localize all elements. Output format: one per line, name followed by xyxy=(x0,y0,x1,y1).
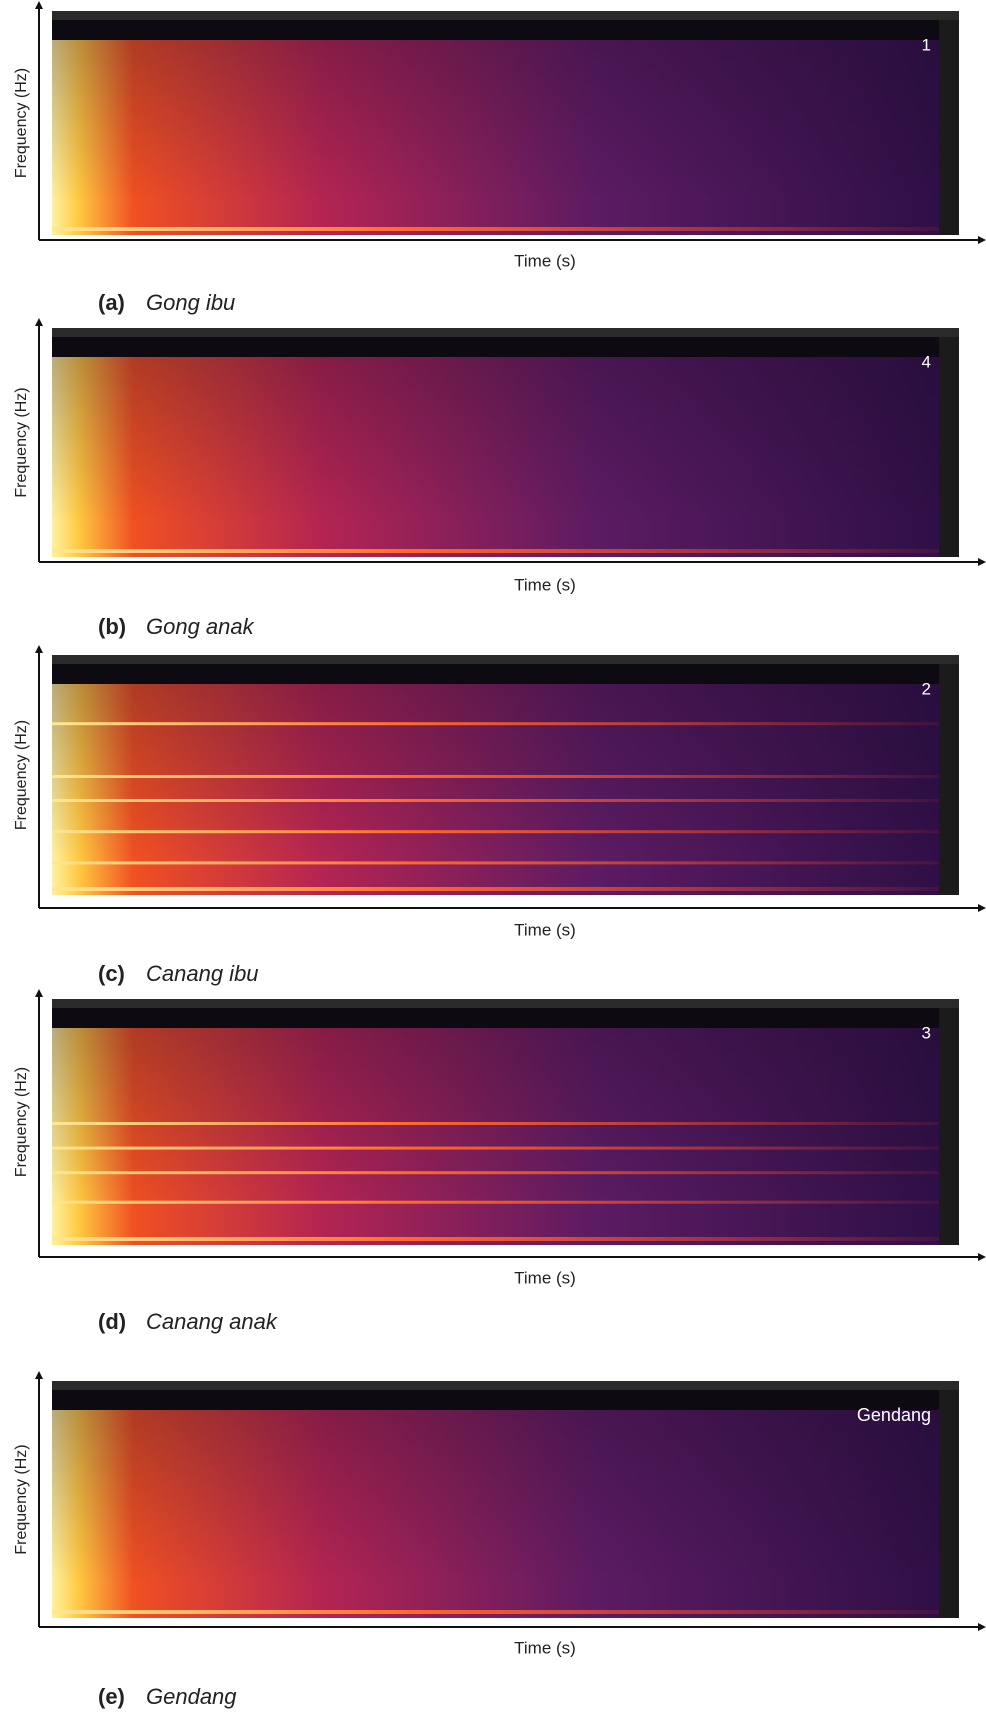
harmonic xyxy=(52,830,939,833)
side-strip xyxy=(939,337,959,557)
harmonic xyxy=(52,1201,939,1204)
x-arrow xyxy=(978,236,986,244)
y-axis-label: Frequency (Hz) xyxy=(13,387,30,497)
base-band xyxy=(52,227,939,231)
base-band xyxy=(52,1610,939,1614)
panel: Frequency (Hz) Time (s) 1 (a) Gong ibu xyxy=(13,1,986,315)
panel-tag: 4 xyxy=(922,352,931,371)
caption-letter: (b) xyxy=(98,614,126,639)
harmonic xyxy=(52,1171,939,1174)
base-band xyxy=(52,887,939,891)
y-axis-label: Frequency (Hz) xyxy=(13,1444,30,1554)
x-axis-label: Time (s) xyxy=(514,1638,576,1657)
side-strip xyxy=(939,1008,959,1245)
caption-name: Gong anak xyxy=(146,614,255,639)
x-arrow xyxy=(978,1623,986,1631)
x-arrow xyxy=(978,904,986,912)
y-arrow xyxy=(35,989,43,997)
caption-letter: (a) xyxy=(98,290,125,315)
base-band xyxy=(52,1237,939,1241)
y-axis-label: Frequency (Hz) xyxy=(13,1067,30,1177)
x-axis-label: Time (s) xyxy=(514,575,576,594)
harmonic xyxy=(52,799,939,802)
side-strip xyxy=(939,1390,959,1618)
y-axis-label: Frequency (Hz) xyxy=(13,68,30,178)
y-arrow xyxy=(35,1371,43,1379)
spectrogram-shade xyxy=(52,11,959,235)
x-axis-label: Time (s) xyxy=(514,1268,576,1287)
base-band xyxy=(52,549,939,553)
caption-letter: (d) xyxy=(98,1309,126,1334)
spectrogram-shade xyxy=(52,328,959,557)
harmonic xyxy=(52,861,939,864)
caption-name: Gendang xyxy=(146,1684,237,1709)
side-strip xyxy=(939,20,959,235)
panel-tag: 2 xyxy=(922,679,931,698)
panel: Frequency (Hz) Time (s) 4 (b) Gong anak xyxy=(13,318,986,639)
top-band xyxy=(52,1008,959,1028)
y-arrow xyxy=(35,318,43,326)
ruler xyxy=(52,655,959,664)
panel: Frequency (Hz) Time (s) 2 (c) Canang ibu xyxy=(13,645,986,986)
harmonic xyxy=(52,722,939,725)
ruler xyxy=(52,1381,959,1390)
y-axis-label: Frequency (Hz) xyxy=(13,720,30,830)
harmonic xyxy=(52,1147,939,1150)
top-band xyxy=(52,664,959,684)
ruler xyxy=(52,328,959,337)
top-band xyxy=(52,337,959,357)
panel-tag: 3 xyxy=(922,1023,931,1042)
harmonic xyxy=(52,1122,939,1125)
x-arrow xyxy=(978,1253,986,1261)
harmonic xyxy=(52,775,939,778)
panel: Frequency (Hz) Time (s) Gendang (e) Gendang xyxy=(13,1371,986,1709)
top-band xyxy=(52,1390,959,1410)
y-arrow xyxy=(35,645,43,653)
top-band xyxy=(52,20,959,40)
panel-tag: 1 xyxy=(922,35,931,54)
side-strip xyxy=(939,664,959,895)
x-arrow xyxy=(978,558,986,566)
panel: Frequency (Hz) Time (s) 3 (d) Canang anak xyxy=(13,989,986,1334)
spectrogram-shade xyxy=(52,1381,959,1618)
ruler xyxy=(52,999,959,1008)
caption-letter: (e) xyxy=(98,1684,125,1709)
caption-letter: (c) xyxy=(98,961,125,986)
caption-name: Canang ibu xyxy=(146,961,259,986)
panel-tag: Gendang xyxy=(857,1405,931,1425)
caption-name: Canang anak xyxy=(146,1309,278,1334)
figure: Frequency (Hz)Time (s)1(a)Gong ibuFreque… xyxy=(0,0,986,1713)
ruler xyxy=(52,11,959,20)
caption-name: Gong ibu xyxy=(146,290,235,315)
x-axis-label: Time (s) xyxy=(514,251,576,270)
x-axis-label: Time (s) xyxy=(514,920,576,939)
y-arrow xyxy=(35,1,43,9)
